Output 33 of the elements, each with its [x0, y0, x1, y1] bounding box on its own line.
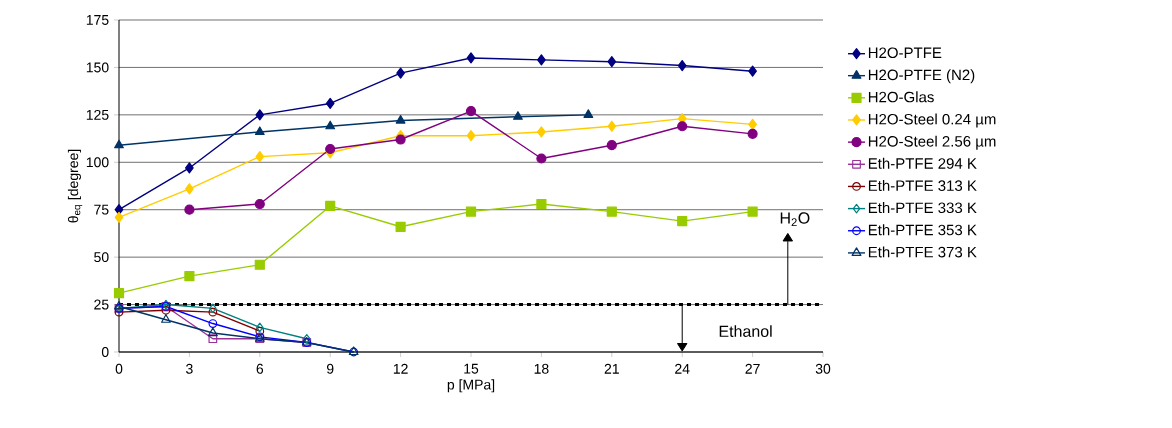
y-tick-label: 100: [86, 157, 109, 168]
x-tick-label: 30: [815, 363, 831, 374]
legend-label: Eth-PTFE 373 K: [868, 246, 977, 258]
x-tick-label: 3: [186, 363, 193, 374]
legend-label: H2O-PTFE (N2): [868, 69, 975, 84]
x-tick-label: 0: [115, 363, 123, 374]
y-tick-label: 175: [86, 15, 109, 25]
x-axis-title: p [MPa]: [447, 379, 495, 393]
y-tick-label: 125: [86, 109, 109, 120]
legend-label: H2O-Steel 2.56 µm: [868, 135, 996, 150]
legend-label: Eth-PTFE 294 K: [868, 157, 977, 169]
y-tick-label: 25: [94, 299, 109, 310]
x-tick-label: 9: [326, 363, 334, 374]
y-tick-label: 0: [101, 347, 109, 357]
x-tick-label: 15: [464, 363, 479, 374]
y-tick-label: 150: [86, 62, 109, 73]
legend-label: Eth-PTFE 313 K: [868, 179, 977, 191]
x-tick-label: 27: [745, 363, 760, 374]
annotation: H$_{2}$O: [780, 212, 810, 227]
legend-label: H2O-PTFE: [868, 47, 942, 59]
x-tick-label: 18: [534, 363, 549, 374]
x-tick-label: 21: [604, 363, 619, 374]
x-tick-label: 6: [256, 363, 264, 374]
y-tick-label: 50: [94, 252, 109, 263]
legend-label: H2O-Steel 0.24 µm: [868, 113, 996, 128]
x-tick-label: 12: [393, 363, 408, 374]
y-axis-title: θ$_{eq}$ [degree]: [67, 149, 83, 223]
annotation: Ethanol: [719, 325, 772, 338]
legend-label: H2O-Glas: [868, 91, 934, 103]
y-tick-label: 75: [94, 204, 109, 215]
legend-label: Eth-PTFE 333 K: [868, 202, 977, 214]
x-tick-label: 24: [675, 363, 690, 374]
legend-label: Eth-PTFE 353 K: [868, 224, 977, 236]
